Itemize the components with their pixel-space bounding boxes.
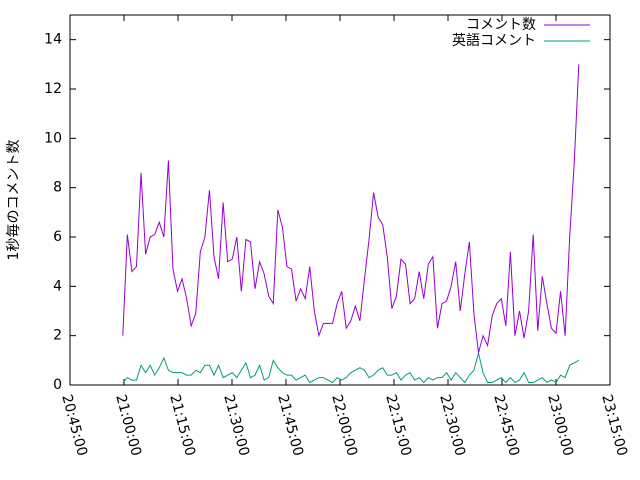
series-line xyxy=(122,352,580,384)
y-tick-label: 2 xyxy=(53,328,62,344)
x-tick-label: 21:00:00 xyxy=(112,393,144,458)
y-tick-label: 14 xyxy=(44,32,62,48)
x-tick-label: 22:45:00 xyxy=(490,393,522,458)
legend-label: コメント数 xyxy=(466,17,536,33)
x-tick-label: 20:45:00 xyxy=(58,393,90,458)
y-tick-label: 12 xyxy=(44,81,62,97)
x-tick-label: 23:15:00 xyxy=(598,393,630,458)
y-tick-label: 4 xyxy=(53,278,62,294)
x-tick-label: 21:30:00 xyxy=(220,393,252,458)
x-tick-label: 22:00:00 xyxy=(328,393,360,458)
x-tick-label: 23:00:00 xyxy=(544,393,576,458)
y-tick-label: 6 xyxy=(53,229,62,245)
y-axis-label: 1秒毎のコメント数 xyxy=(6,140,22,261)
y-tick-label: 10 xyxy=(44,130,62,146)
x-tick-label: 22:30:00 xyxy=(436,393,468,458)
x-tick-label: 21:15:00 xyxy=(166,393,198,458)
plot-frame xyxy=(69,14,611,386)
y-tick-label: 0 xyxy=(53,377,62,393)
legend-label: 英語コメント xyxy=(452,32,536,49)
x-tick-label: 21:45:00 xyxy=(274,393,306,458)
series-line xyxy=(122,64,580,354)
y-tick-label: 8 xyxy=(53,180,62,196)
x-tick-label: 22:15:00 xyxy=(382,393,414,458)
